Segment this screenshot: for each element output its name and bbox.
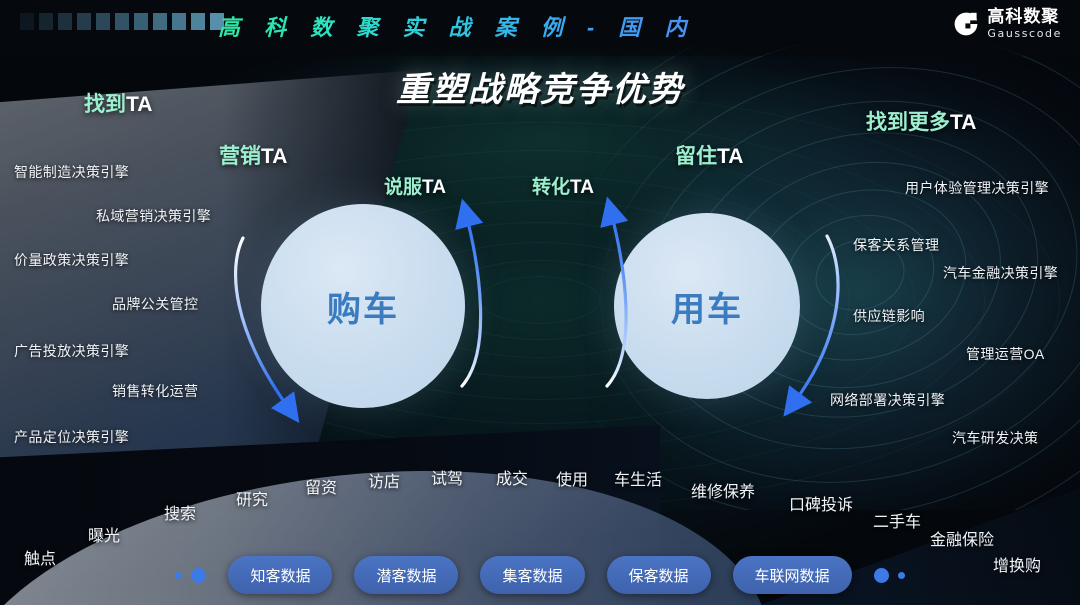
brand-logo: 高科数聚 Gausscode xyxy=(953,8,1062,39)
engine-label-left-4: 广告投放决策引擎 xyxy=(14,343,130,359)
stage-label-5: 找到更多TA xyxy=(866,106,976,136)
journey-step-0: 触点 xyxy=(24,551,57,568)
data-pill-row: 知客数据 潜客数据 集客数据 保客数据 车联网数据 xyxy=(0,555,1080,595)
journey-circle-0[interactable]: 购车 xyxy=(261,204,465,408)
journey-step-12: 二手车 xyxy=(873,514,922,531)
stage-label-3: 转化TA xyxy=(532,172,594,199)
journey-step-4: 留资 xyxy=(305,480,338,497)
journey-step-8: 使用 xyxy=(556,472,589,489)
left-dot-decoration xyxy=(175,567,207,583)
engine-label-right-1: 保客关系管理 xyxy=(853,237,940,253)
engine-label-left-0: 智能制造决策引擎 xyxy=(14,164,130,180)
journey-step-1: 曝光 xyxy=(88,528,121,545)
engine-label-right-4: 管理运营OA xyxy=(966,346,1045,362)
engine-label-right-3: 供应链影响 xyxy=(853,308,925,324)
right-dot-decoration xyxy=(873,567,905,583)
stage-label-cn: 转化 xyxy=(532,177,571,198)
gausscode-logo-icon xyxy=(953,11,979,37)
engine-label-right-2: 汽车金融决策引擎 xyxy=(943,265,1059,281)
journey-step-9: 车生活 xyxy=(614,472,663,489)
engine-label-left-3: 品牌公关管控 xyxy=(112,296,199,312)
engine-label-left-1: 私域营销决策引擎 xyxy=(96,208,212,224)
stage-label-en: TA xyxy=(261,145,288,168)
engine-label-right-0: 用户体验管理决策引擎 xyxy=(905,180,1049,196)
journey-step-13: 金融保险 xyxy=(930,532,995,549)
journey-step-3: 研究 xyxy=(236,492,269,509)
page-title: 重塑战略竞争优势 xyxy=(396,71,684,109)
header-dash-decoration xyxy=(20,13,224,30)
engine-label-left-5: 销售转化运营 xyxy=(112,383,199,399)
header-title: 高 科 数 聚 实 战 案 例 - 国 内 xyxy=(218,10,695,42)
data-pill-2[interactable]: 集客数据 xyxy=(480,556,585,594)
engine-label-right-6: 汽车研发决策 xyxy=(952,430,1039,446)
header-bar: 高 科 数 聚 实 战 案 例 - 国 内 高科数聚 Gausscode xyxy=(0,0,1080,56)
logo-text-en: Gausscode xyxy=(987,27,1062,40)
logo-text-cn: 高科数聚 xyxy=(987,7,1060,26)
journey-circle-label: 购车 xyxy=(327,290,399,329)
stage-label-cn: 营销 xyxy=(219,145,261,168)
data-pill-1[interactable]: 潜客数据 xyxy=(354,556,459,594)
journey-step-2: 搜索 xyxy=(164,506,197,523)
stage-label-en: TA xyxy=(422,177,446,198)
stage-label-cn: 找到 xyxy=(84,93,126,116)
stage-label-1: 营销TA xyxy=(219,140,287,170)
journey-step-6: 试驾 xyxy=(431,471,464,488)
journey-step-10: 维修保养 xyxy=(691,484,756,501)
data-pill-0[interactable]: 知客数据 xyxy=(228,556,333,594)
journey-step-11: 口碑投诉 xyxy=(789,497,854,514)
journey-step-7: 成交 xyxy=(496,471,529,488)
stage-label-cn: 找到更多 xyxy=(866,111,950,134)
stage-label-en: TA xyxy=(950,111,977,134)
stage-label-cn: 说服 xyxy=(384,177,423,198)
data-pill-3[interactable]: 保客数据 xyxy=(606,556,711,594)
stage-label-2: 说服TA xyxy=(384,172,446,199)
stage-label-cn: 留住 xyxy=(675,145,717,168)
journey-circle-label: 用车 xyxy=(671,290,743,329)
engine-label-right-5: 网络部署决策引擎 xyxy=(830,392,946,408)
stage-label-en: TA xyxy=(717,145,744,168)
stage-label-4: 留住TA xyxy=(675,140,743,170)
engine-label-left-2: 价量政策决策引擎 xyxy=(14,252,130,268)
journey-step-14: 增换购 xyxy=(993,558,1042,575)
stage-label-0: 找到TA xyxy=(84,88,152,118)
stage-label-en: TA xyxy=(126,93,153,116)
journey-step-5: 访店 xyxy=(368,474,401,491)
journey-circle-1[interactable]: 用车 xyxy=(614,213,800,399)
engine-label-left-6: 产品定位决策引擎 xyxy=(14,429,130,445)
pill-container: 知客数据 潜客数据 集客数据 保客数据 车联网数据 xyxy=(228,556,852,594)
stage-label-en: TA xyxy=(570,177,594,198)
data-pill-4[interactable]: 车联网数据 xyxy=(732,556,852,594)
